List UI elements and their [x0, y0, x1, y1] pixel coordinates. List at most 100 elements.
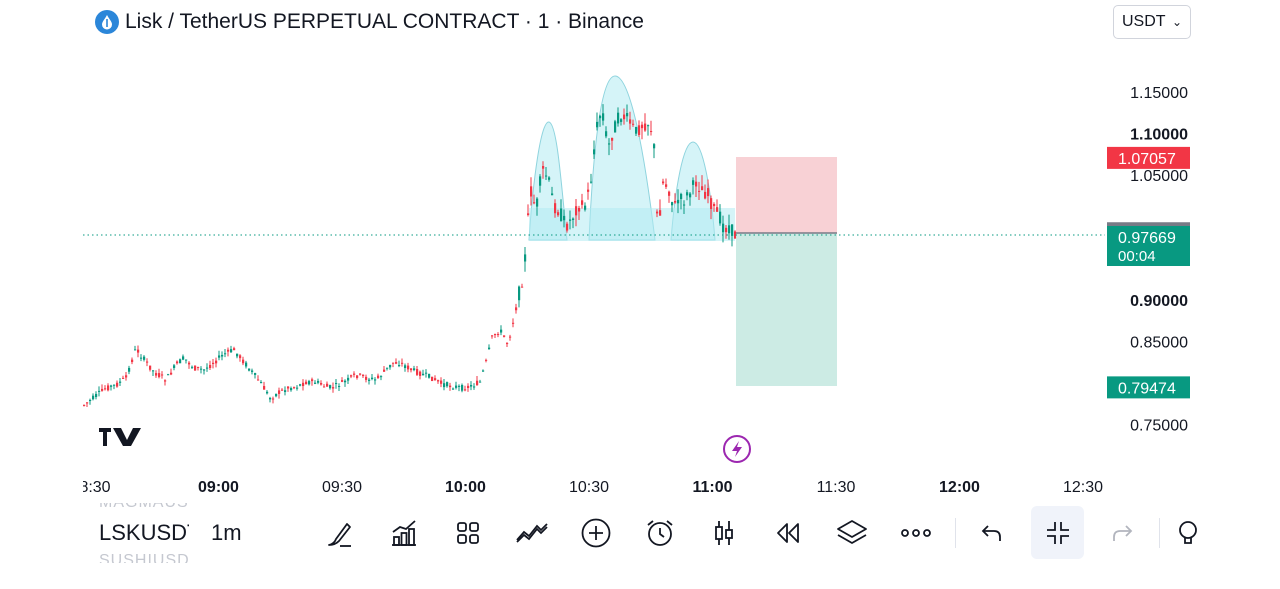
candle-body [467, 385, 470, 389]
candle-body [299, 384, 302, 386]
symbol-picker[interactable]: MAGMAUSDT LSKUSDT SUSHIUSDT [99, 503, 189, 563]
candle-body [554, 203, 557, 214]
candle-body [404, 365, 407, 369]
candle-body [410, 368, 413, 371]
time-tick-label: 8:30 [83, 479, 111, 496]
alarm-icon [647, 520, 673, 546]
grid-icon [457, 522, 479, 544]
candle-body [248, 368, 251, 371]
candle-body [236, 353, 239, 357]
candle-body [263, 386, 266, 390]
chart-header: Lisk / TetherUS PERPETUAL CONTRACT · 1 ·… [95, 8, 644, 36]
candle-body [473, 386, 476, 388]
candle-body [431, 376, 434, 381]
stop-loss-zone[interactable] [736, 157, 837, 233]
candle-body [602, 113, 605, 121]
candle-body [362, 374, 365, 377]
dots-icon [901, 529, 931, 537]
candle-body [476, 380, 479, 386]
candle-body [212, 362, 215, 365]
candle-body [278, 390, 281, 394]
candle-body [671, 202, 674, 206]
candle-body [251, 370, 254, 372]
lightning-icon[interactable] [723, 435, 751, 463]
price-chart[interactable]: 1.15000 1.10000 1.05000 0.90000 0.85000 0.750… [83, 0, 1197, 503]
stop-loss-badge [1107, 146, 1190, 169]
candle-body [581, 200, 584, 205]
tradingview-logo [99, 428, 141, 446]
candle-body [656, 211, 659, 214]
candle-body [542, 166, 545, 169]
candle-body [590, 181, 593, 183]
candle-body [242, 359, 245, 364]
currency-select[interactable]: USDT ⌄ [1113, 5, 1191, 39]
candle-body [119, 381, 122, 383]
candle-body [92, 395, 95, 400]
current-price-badge-label: 0.97669 [1118, 230, 1176, 247]
candle-body [311, 379, 314, 382]
pattern-head[interactable] [588, 75, 656, 241]
candle-body [551, 193, 554, 196]
chart-type-button[interactable] [699, 508, 749, 558]
candle-body [425, 372, 428, 374]
candle-body [572, 218, 575, 220]
candle-body [233, 348, 236, 351]
candle-body [377, 375, 380, 378]
candle-body [125, 375, 128, 378]
candle-body [275, 393, 278, 397]
candle-body [347, 377, 350, 381]
candle-body [560, 208, 563, 221]
redo-button[interactable] [1097, 508, 1147, 558]
indicators-icon [392, 520, 416, 546]
time-tick-label: 09:30 [322, 479, 362, 496]
layouts-button[interactable] [443, 508, 493, 558]
candle-body [140, 357, 143, 359]
candle-body [653, 144, 656, 149]
candle-body [515, 307, 518, 311]
candles-icon [715, 521, 733, 545]
candle-body [137, 349, 140, 353]
undo-button[interactable] [967, 508, 1017, 558]
candle-body [113, 384, 116, 386]
candle-body [287, 386, 290, 389]
symbol-title[interactable]: Lisk / TetherUS PERPETUAL CONTRACT · 1 ·… [125, 10, 644, 33]
candle-body [359, 373, 362, 375]
indicators-button[interactable] [379, 508, 429, 558]
candle-body [683, 204, 686, 206]
time-tick-label: 11:30 [817, 479, 856, 496]
candle-body [416, 369, 419, 375]
candle-body [557, 212, 560, 216]
candle-body [449, 385, 452, 388]
candle-body [491, 335, 494, 337]
candle-body [230, 349, 233, 353]
more-button[interactable] [891, 508, 941, 558]
candle-body [107, 385, 110, 391]
drawing-tool-button[interactable] [315, 508, 365, 558]
object-tree-button[interactable] [827, 508, 877, 558]
candle-body [149, 365, 152, 370]
chart-frame: 1.15000 1.10000 1.05000 0.90000 0.85000 0.750… [83, 0, 1197, 589]
patterns-button[interactable] [507, 508, 557, 558]
ideas-button[interactable] [1173, 508, 1197, 558]
candle-body [608, 143, 611, 145]
candle-body [215, 360, 218, 364]
take-profit-zone[interactable] [736, 233, 837, 386]
pattern-neckline-zone[interactable] [529, 208, 735, 241]
alert-button[interactable] [635, 508, 685, 558]
candle-body [446, 382, 449, 387]
candle-body [575, 206, 578, 216]
replay-button[interactable] [763, 508, 813, 558]
candle-body [629, 119, 632, 124]
symbol-previous: MAGMAUSDT [99, 503, 189, 512]
collapse-button[interactable] [1031, 506, 1084, 559]
candle-body [101, 388, 104, 391]
current-price-badge [1107, 225, 1190, 266]
candle-body [143, 356, 146, 360]
timeframe-button[interactable]: 1m [211, 520, 242, 545]
candle-body [398, 365, 401, 367]
candle-body [164, 380, 167, 382]
candle-body [383, 369, 386, 372]
add-button[interactable] [571, 508, 621, 558]
candle-body [518, 286, 521, 301]
candle-body [254, 373, 257, 375]
